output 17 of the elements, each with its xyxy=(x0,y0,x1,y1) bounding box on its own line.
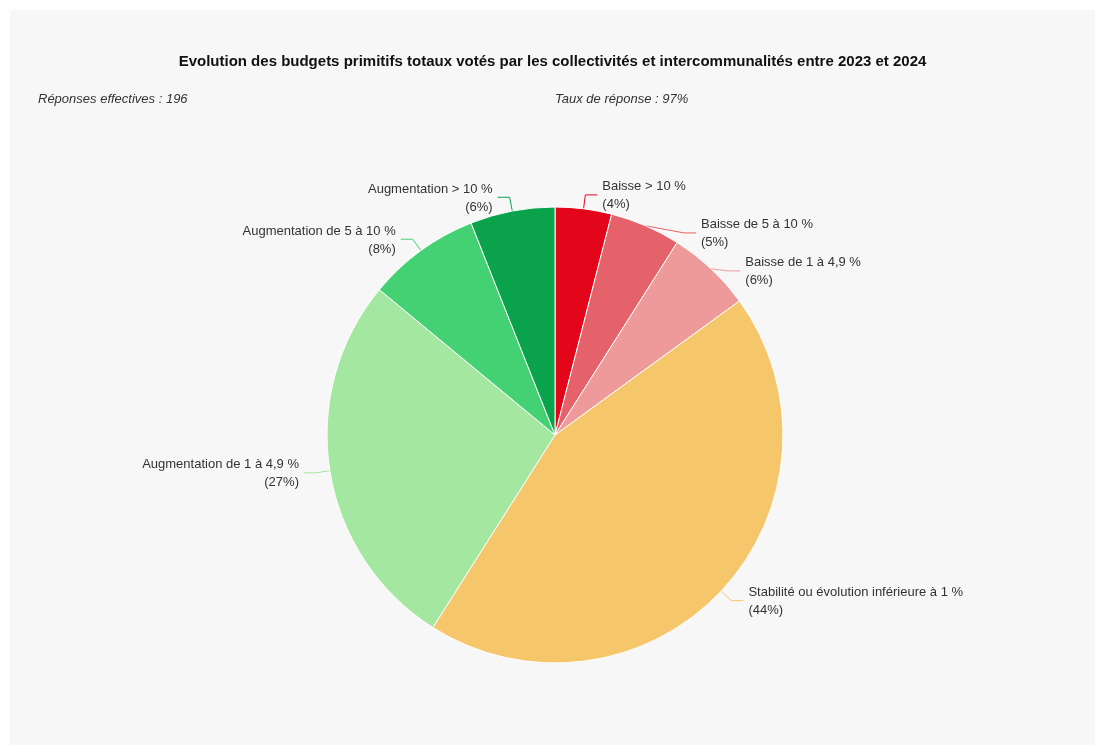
data-label: (4%) xyxy=(602,196,630,212)
data-label: (27%) xyxy=(264,474,299,490)
slice-label: Stabilité ou évolution inférieure à 1 % xyxy=(748,584,964,600)
slice-label: Augmentation > 10 % xyxy=(367,180,494,196)
data-label: (44%) xyxy=(748,602,784,618)
data-label: (8%) xyxy=(368,240,396,256)
slice-label: Baisse de 1 à 4,9 % xyxy=(745,254,862,270)
text: Réponses effectives : 196 xyxy=(38,91,189,106)
data-label: (6%) xyxy=(745,272,773,288)
data-label: (6%) xyxy=(465,198,493,214)
slice-label: Augmentation de 1 à 4,9 % xyxy=(142,456,300,472)
slice-label: Augmentation de 5 à 10 % xyxy=(242,222,397,238)
text: Taux de réponse : 97% xyxy=(555,91,689,106)
slice-label: Baisse > 10 % xyxy=(602,178,687,194)
chart-title: Evolution des budgets primitifs totaux votés par les collectivités et intercommunalités entre 2023 et 2024 xyxy=(178,52,928,69)
data-label: (5%) xyxy=(701,234,729,250)
slice-label: Baisse de 5 à 10 % xyxy=(701,216,814,232)
